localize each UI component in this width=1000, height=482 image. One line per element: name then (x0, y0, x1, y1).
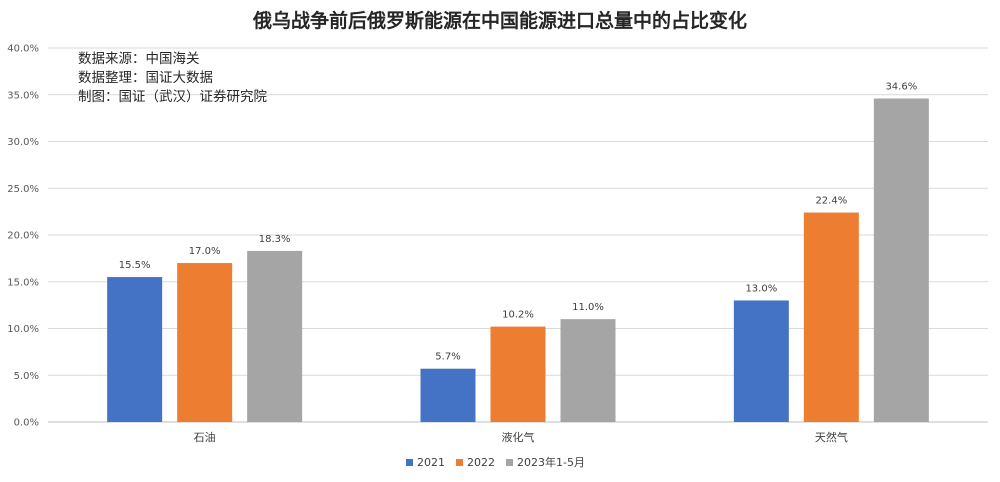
bar (873, 98, 929, 423)
y-tick-label: 5.0% (14, 371, 39, 382)
chart-title: 俄乌战争前后俄罗斯能源在中国能源进口总量中的占比变化 (252, 9, 747, 32)
bar (107, 277, 163, 422)
data-label: 15.5% (119, 260, 151, 271)
y-tick-label: 25.0% (7, 184, 39, 195)
y-tick-label: 20.0% (7, 231, 39, 242)
legend-item: 2021 (417, 456, 445, 469)
y-tick-label: 35.0% (7, 90, 39, 101)
y-tick-label: 15.0% (7, 277, 39, 288)
legend-item: 2022 (467, 456, 495, 469)
bar (177, 263, 233, 422)
bar (247, 250, 303, 422)
x-tick-label: 天然气 (815, 430, 848, 444)
y-tick-label: 40.0% (7, 44, 39, 55)
data-label: 5.7% (435, 352, 460, 363)
x-tick-label: 石油 (194, 430, 216, 444)
data-label: 22.4% (815, 196, 847, 207)
y-tick-label: 10.0% (7, 324, 39, 335)
x-tick-label: 液化气 (502, 430, 535, 444)
source-note-line: 数据来源：中国海关 (78, 51, 200, 67)
legend-swatch (456, 459, 463, 466)
legend-swatch (506, 459, 513, 466)
bar (560, 319, 616, 422)
legend-swatch (406, 459, 413, 466)
data-label: 34.6% (885, 81, 917, 92)
y-tick-label: 30.0% (7, 137, 39, 148)
bar (803, 212, 859, 422)
bar (733, 300, 789, 422)
bar (420, 368, 476, 422)
source-note-line: 数据整理：国证大数据 (78, 70, 213, 86)
source-note-line: 制图：国证（武汉）证券研究院 (78, 89, 267, 105)
legend-item: 2023年1-5月 (517, 455, 585, 469)
data-label: 10.2% (502, 310, 534, 321)
data-label: 18.3% (259, 234, 291, 245)
bar (490, 326, 546, 422)
y-tick-label: 0.0% (14, 418, 39, 429)
source-note: 数据来源：中国海关 数据整理：国证大数据 制图：国证（武汉）证券研究院 (78, 50, 267, 107)
data-label: 11.0% (572, 302, 604, 313)
data-label: 13.0% (745, 283, 777, 294)
data-label: 17.0% (189, 246, 221, 257)
